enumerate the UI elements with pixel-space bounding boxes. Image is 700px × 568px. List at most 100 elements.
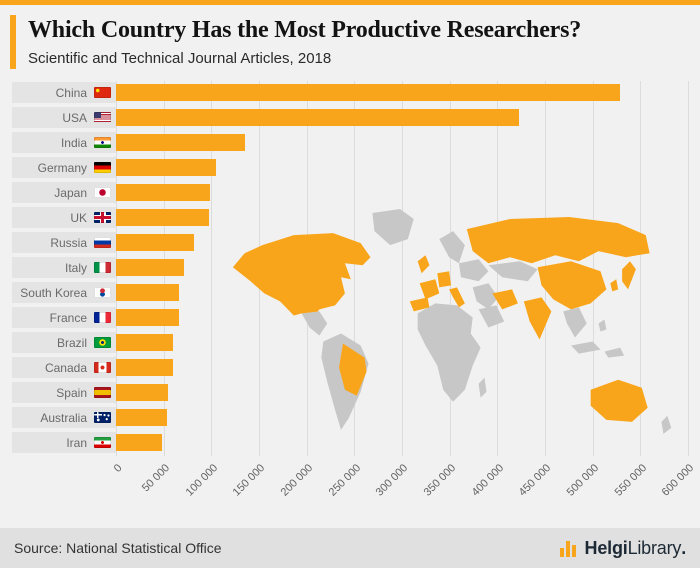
flag-icon-canada <box>94 362 111 373</box>
map-spain <box>409 297 430 312</box>
bar-row-uk: UK <box>12 206 688 229</box>
row-label: Canada <box>12 357 116 378</box>
country-name: USA <box>62 110 87 125</box>
bar-row-brazil: Brazil <box>12 331 688 354</box>
bar-track <box>116 431 688 454</box>
world-map-decoration <box>225 205 687 456</box>
map-italy <box>449 287 465 308</box>
row-label: Russia <box>12 232 116 253</box>
bar-row-italy: Italy <box>12 256 688 279</box>
map-new-zealand <box>661 415 672 434</box>
map-india <box>523 297 552 340</box>
country-name: Canada <box>44 360 87 375</box>
row-label: Italy <box>12 257 116 278</box>
bar-track <box>116 231 688 254</box>
map-central-asia <box>488 261 538 282</box>
bar-track <box>116 206 688 229</box>
country-name: Germany <box>37 160 87 175</box>
map-brazil <box>339 343 367 396</box>
gridline <box>402 81 403 456</box>
bar-track <box>116 331 688 354</box>
top-accent-strip <box>0 0 700 5</box>
row-label: China <box>12 82 116 103</box>
bar-track <box>116 81 688 104</box>
bar-track <box>116 381 688 404</box>
flag-icon-france <box>94 312 111 323</box>
country-name: Iran <box>66 435 87 450</box>
x-axis: 0 50 000 100 000 150 000 200 000 250 000 300 0… <box>111 462 697 499</box>
flag-icon-china <box>94 87 111 98</box>
footer: Source: National Statistical Office Helg… <box>0 528 700 568</box>
bar-australia <box>116 409 168 426</box>
gridline <box>449 81 451 456</box>
row-label: Brazil <box>12 332 116 353</box>
map-indonesia-east <box>604 347 625 358</box>
map-southeast-asia <box>563 307 587 338</box>
country-name: South Korea <box>20 285 87 300</box>
bar-track <box>116 156 688 179</box>
country-name: Brazil <box>56 335 87 350</box>
page-subtitle: Scientific and Technical Journal Article… <box>28 50 332 67</box>
row-label: UK <box>12 207 116 228</box>
bar-track <box>116 356 688 379</box>
country-name: UK <box>70 210 87 225</box>
bar-row-spain: Spain <box>12 381 688 404</box>
row-label: France <box>12 307 116 328</box>
country-name: India <box>60 135 87 150</box>
bar-row-france: France <box>12 306 688 329</box>
map-china <box>537 261 607 310</box>
bar-uk <box>116 209 210 226</box>
flag-icon-usa <box>94 112 111 123</box>
bar-track <box>116 256 688 279</box>
row-label: South Korea <box>12 282 116 303</box>
row-label: Australia <box>12 407 116 428</box>
bar-rows: China USA India Germany Japan UK Russia Italy So… <box>12 81 688 454</box>
bar-row-india: India <box>12 131 688 154</box>
row-label: USA <box>12 107 116 128</box>
map-arabia <box>478 305 505 328</box>
country-name: Russia <box>50 235 87 250</box>
map-south-korea <box>610 279 619 292</box>
country-name: Spain <box>56 385 87 400</box>
flag-icon-germany <box>94 162 111 173</box>
bar-track <box>116 306 688 329</box>
helgi-library-logo: HelgiLibrary. <box>559 538 686 559</box>
bar-track <box>116 131 688 154</box>
bar-india <box>116 134 246 151</box>
row-label: Iran <box>12 432 116 453</box>
row-label: Spain <box>12 382 116 403</box>
bar-row-canada: Canada <box>12 356 688 379</box>
map-greenland <box>372 209 414 246</box>
flag-icon-japan <box>94 187 111 198</box>
gridline <box>354 81 356 456</box>
bar-track <box>116 106 688 129</box>
flag-icon-india <box>94 137 111 148</box>
map-madagascar <box>478 377 487 398</box>
flag-icon-russia <box>94 237 111 248</box>
bar-track <box>116 406 688 429</box>
bar-usa <box>116 109 520 126</box>
country-name: China <box>55 85 87 100</box>
bar-italy <box>116 259 184 276</box>
flag-icon-brazil <box>94 337 111 348</box>
bar-chart: China USA India Germany Japan UK Russia Italy So… <box>12 81 697 528</box>
page-title: Which Country Has the Most Productive Re… <box>28 17 582 43</box>
map-scandinavia <box>439 231 465 264</box>
map-mexico <box>301 311 328 336</box>
bar-track <box>116 181 688 204</box>
flag-icon-australia <box>94 412 111 423</box>
flag-icon-italy <box>94 262 111 273</box>
gridline <box>592 81 594 456</box>
source-note: Source: National Statistical Office <box>14 540 222 556</box>
bar-germany <box>116 159 216 176</box>
map-australia <box>590 379 648 422</box>
country-name: Japan <box>54 185 87 200</box>
map-russia <box>466 217 650 264</box>
bar-china <box>116 84 620 101</box>
bar-row-germany: Germany <box>12 156 688 179</box>
map-eastern-europe <box>458 259 489 282</box>
flag-icon-uk <box>94 212 111 223</box>
map-germany <box>437 271 452 288</box>
bar-france <box>116 309 180 326</box>
bar-row-south-korea: South Korea <box>12 281 688 304</box>
